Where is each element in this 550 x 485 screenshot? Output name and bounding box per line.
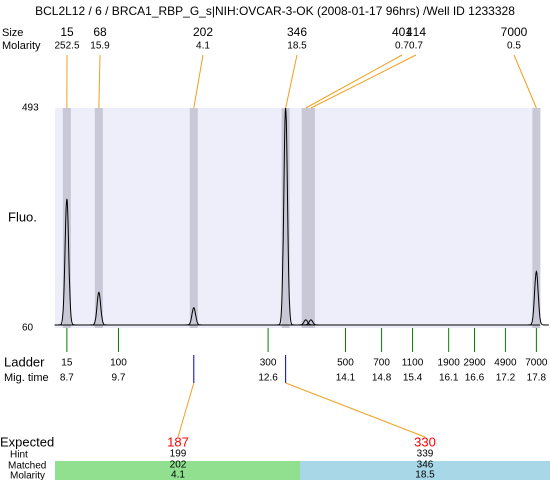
hint-value: 199 (170, 449, 187, 460)
connector (514, 55, 536, 108)
molarity-label: Molarity (10, 471, 45, 480)
ladder-size: 7000 (525, 358, 548, 369)
molarity-label: Molarity (2, 40, 41, 52)
peak-band (532, 108, 540, 328)
ladder-size: 4900 (494, 358, 517, 369)
ladder-time: 9.7 (112, 373, 126, 384)
peak-band (190, 108, 198, 328)
time-label: Mig. time (4, 372, 49, 384)
ladder-size: 500 (337, 358, 354, 369)
peak-molarity: 15.9 (90, 41, 110, 52)
expected-connector (178, 383, 194, 437)
ladder-time: 14.1 (336, 373, 356, 384)
peak-size: 414 (406, 25, 426, 39)
peak-band (95, 108, 103, 328)
peak-band (282, 108, 290, 328)
peak-molarity: 0.7 (409, 41, 423, 52)
ladder-time: 17.8 (527, 373, 547, 384)
ladder-time: 14.8 (372, 373, 392, 384)
peak-band (307, 108, 315, 328)
ladder-time: 15.4 (403, 373, 423, 384)
expected-label: Expected (0, 434, 54, 449)
peak-molarity: 252.5 (54, 41, 79, 52)
plot-area (55, 108, 540, 328)
peak-molarity: 4.1 (196, 41, 210, 52)
connector (286, 55, 297, 108)
ladder-size: 2900 (463, 358, 486, 369)
molarity-value: 18.5 (415, 470, 435, 480)
connector (311, 55, 416, 108)
expected-value: 330 (414, 434, 436, 449)
y-tick-label: 493 (22, 103, 39, 114)
y-tick-label: 60 (22, 323, 34, 334)
peak-size: 68 (93, 25, 107, 39)
hint-value: 339 (417, 449, 434, 460)
peak-molarity: 0.5 (507, 41, 521, 52)
y-axis-label: Fluo. (8, 209, 37, 224)
ladder-size: 700 (373, 358, 390, 369)
ladder-size: 300 (260, 358, 277, 369)
ladder-size: 1900 (438, 358, 461, 369)
peak-size: 346 (287, 25, 307, 39)
peak-molarity: 0.7 (395, 41, 409, 52)
connector (194, 55, 203, 108)
hint-label: Hint (10, 450, 28, 461)
peak-size: 15 (60, 25, 74, 39)
molarity-value: 4.1 (171, 470, 185, 480)
ladder-time: 8.7 (60, 373, 74, 384)
ladder-size: 15 (61, 358, 73, 369)
expected-connector (286, 383, 425, 437)
peak-size: 202 (193, 25, 213, 39)
ladder-label: Ladder (4, 354, 45, 369)
ladder-time: 17.2 (496, 373, 516, 384)
peak-size: 7000 (501, 25, 528, 39)
size-label: Size (2, 27, 23, 39)
expected-value: 187 (167, 434, 189, 449)
connector (99, 55, 100, 108)
ladder-time: 16.6 (465, 373, 485, 384)
connector (306, 55, 402, 108)
title: BCL2L12 / 6 / BRCA1_RBP_G_s|NIH:OVCAR-3-… (35, 4, 515, 18)
ladder-time: 16.1 (439, 373, 459, 384)
peak-molarity: 18.5 (287, 41, 307, 52)
ladder-size: 1100 (402, 358, 424, 369)
ladder-time: 12.6 (258, 373, 278, 384)
ladder-size: 100 (110, 358, 127, 369)
